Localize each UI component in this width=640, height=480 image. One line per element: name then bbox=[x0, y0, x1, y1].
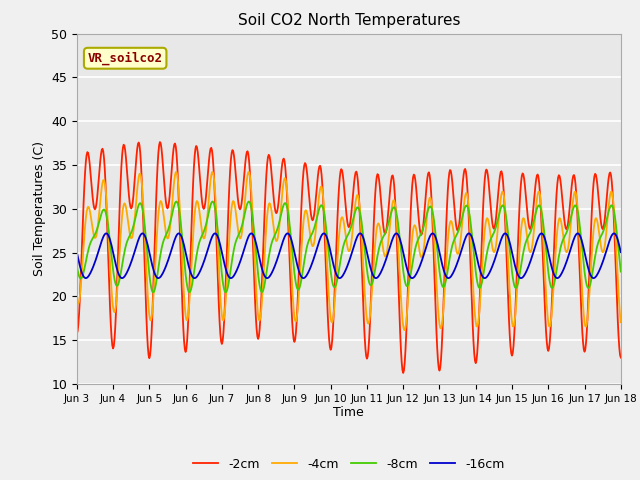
-2cm bbox=[341, 195, 349, 201]
X-axis label: Time: Time bbox=[333, 407, 364, 420]
-8cm bbox=[73, 262, 81, 268]
-2cm bbox=[394, 267, 402, 273]
Line: -16cm: -16cm bbox=[77, 233, 621, 278]
-4cm bbox=[449, 221, 456, 227]
-16cm bbox=[448, 273, 456, 278]
-16cm bbox=[193, 275, 200, 280]
Title: Soil CO2 North Temperatures: Soil CO2 North Temperatures bbox=[237, 13, 460, 28]
-8cm bbox=[216, 256, 224, 262]
-2cm bbox=[399, 370, 407, 376]
Line: -4cm: -4cm bbox=[77, 172, 621, 330]
-16cm bbox=[617, 249, 625, 255]
-16cm bbox=[73, 249, 81, 255]
-4cm bbox=[394, 238, 402, 244]
-8cm bbox=[568, 208, 576, 214]
-16cm bbox=[568, 240, 576, 246]
-8cm bbox=[149, 289, 157, 295]
Legend: -2cm, -4cm, -8cm, -16cm: -2cm, -4cm, -8cm, -16cm bbox=[188, 453, 509, 476]
-4cm bbox=[216, 294, 224, 300]
-8cm bbox=[342, 236, 349, 242]
-2cm bbox=[156, 139, 164, 145]
-8cm bbox=[193, 250, 201, 256]
Text: VR_soilco2: VR_soilco2 bbox=[88, 51, 163, 65]
-2cm bbox=[449, 180, 456, 185]
-4cm bbox=[193, 200, 200, 205]
-4cm bbox=[73, 297, 81, 302]
-2cm bbox=[617, 355, 625, 360]
-4cm bbox=[617, 319, 625, 325]
-8cm bbox=[245, 199, 253, 204]
Line: -2cm: -2cm bbox=[77, 142, 621, 373]
-4cm bbox=[208, 169, 216, 175]
Line: -8cm: -8cm bbox=[77, 202, 621, 292]
-2cm bbox=[568, 177, 576, 183]
-16cm bbox=[394, 231, 402, 237]
-16cm bbox=[341, 268, 349, 274]
-16cm bbox=[216, 240, 223, 245]
-4cm bbox=[401, 327, 408, 333]
Y-axis label: Soil Temperatures (C): Soil Temperatures (C) bbox=[33, 141, 45, 276]
-8cm bbox=[449, 243, 456, 249]
-8cm bbox=[395, 226, 403, 231]
-16cm bbox=[481, 275, 489, 281]
-2cm bbox=[73, 331, 81, 336]
-4cm bbox=[568, 204, 576, 209]
-8cm bbox=[617, 269, 625, 275]
-16cm bbox=[320, 230, 328, 236]
-2cm bbox=[216, 331, 224, 337]
-4cm bbox=[341, 228, 349, 233]
-2cm bbox=[193, 144, 201, 150]
